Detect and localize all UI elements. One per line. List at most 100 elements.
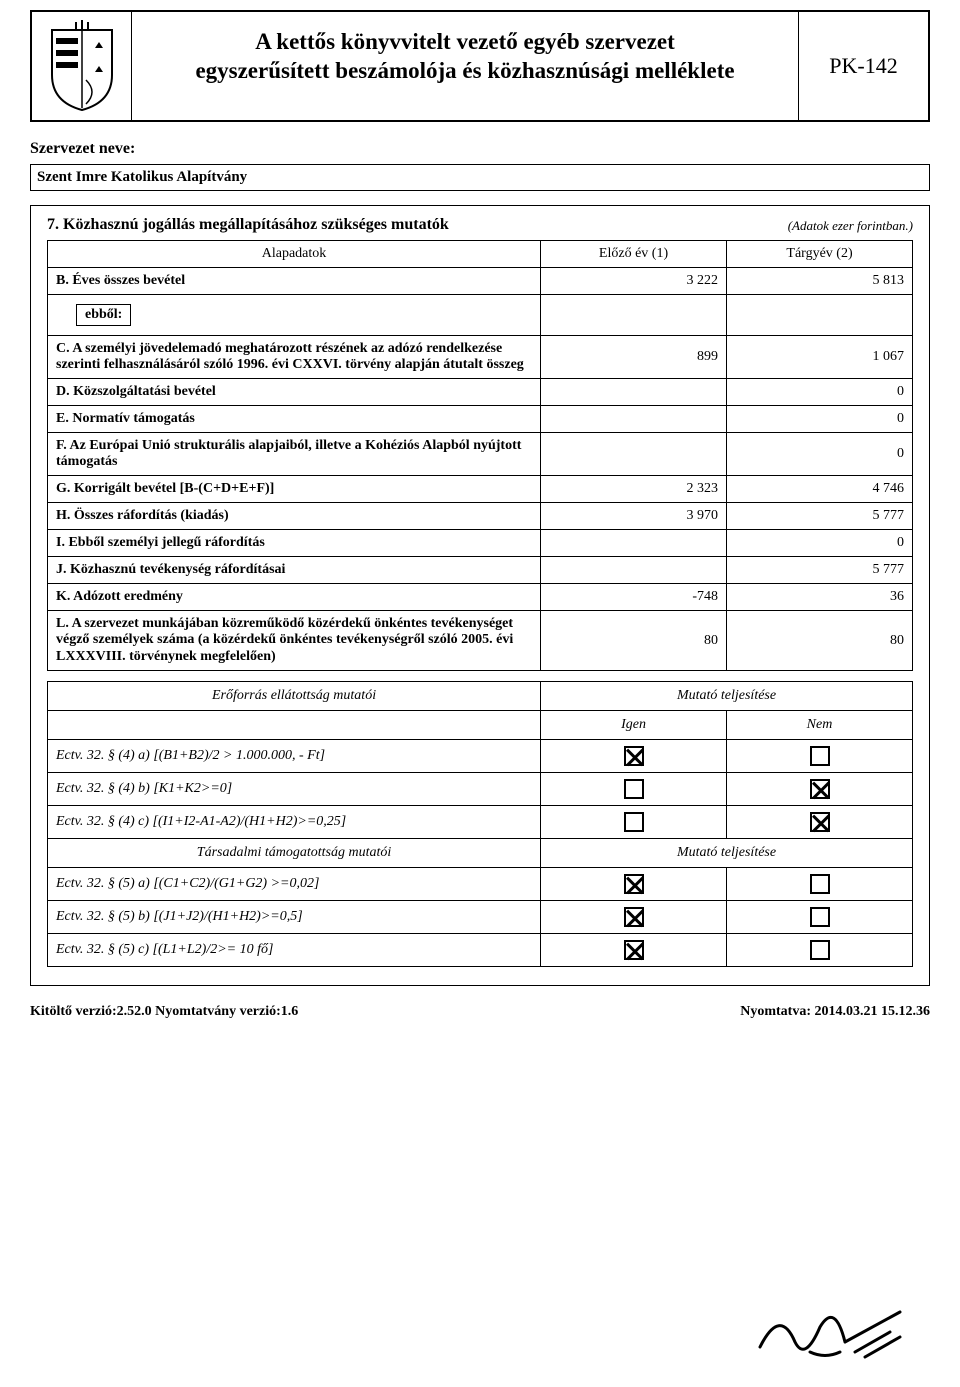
form-title: A kettős könyvvitelt vezető egyéb szerve… <box>132 12 798 120</box>
col-curr: Tárgyév (2) <box>727 241 913 268</box>
ind2-result-title: Mutató teljesítése <box>541 838 913 867</box>
row-E-curr: 0 <box>727 406 913 433</box>
footer-left: Kitöltő verzió:2.52.0 Nyomtatvány verzió… <box>30 1004 298 1020</box>
row-ebbol: ebből: <box>48 295 913 336</box>
ind1-row-0-no[interactable] <box>810 746 830 766</box>
row-D-label: D. Közszolgáltatási bevétel <box>48 379 541 406</box>
row-L-curr: 80 <box>727 611 913 670</box>
row-F-label: F. Az Európai Unió strukturális alapjaib… <box>48 433 541 476</box>
section-header-row: 7. Közhasznú jogállás megállapításához s… <box>47 216 913 234</box>
row-F-prev <box>541 433 727 476</box>
ind2-row-2-yes[interactable] <box>624 940 644 960</box>
row-B: B. Éves összes bevétel 3 222 5 813 <box>48 268 913 295</box>
col-prev: Előző év (1) <box>541 241 727 268</box>
ind1-row-1-label: Ectv. 32. § (4) b) [K1+K2>=0] <box>48 772 541 805</box>
ind1-row-2-yes[interactable] <box>624 812 644 832</box>
ind1-row-0: Ectv. 32. § (4) a) [(B1+B2)/2 > 1.000.00… <box>48 739 913 772</box>
row-F: F. Az Európai Unió strukturális alapjaib… <box>48 433 913 476</box>
crest-cell <box>32 12 132 120</box>
row-I-label: I. Ebből személyi jellegű ráfordítás <box>48 530 541 557</box>
ind1-no-head: Nem <box>727 710 913 739</box>
col-base: Alapadatok <box>48 241 541 268</box>
ind2-row-0: Ectv. 32. § (5) a) [(C1+C2)/(G1+G2) >=0,… <box>48 867 913 900</box>
row-H-label: H. Összes ráfordítás (kiadás) <box>48 503 541 530</box>
row-C-curr: 1 067 <box>727 336 913 379</box>
ind1-row-1: Ectv. 32. § (4) b) [K1+K2>=0] <box>48 772 913 805</box>
row-H-prev: 3 970 <box>541 503 727 530</box>
ind2-row-1-label: Ectv. 32. § (5) b) [(J1+J2)/(H1+H2)>=0,5… <box>48 900 541 933</box>
ind1-yesno-header: Igen Nem <box>48 710 913 739</box>
ind1-row-1-no[interactable] <box>810 779 830 799</box>
row-L-prev: 80 <box>541 611 727 670</box>
ind2-group-header: Társadalmi támogatottság mutatói Mutató … <box>48 838 913 867</box>
row-G-prev: 2 323 <box>541 476 727 503</box>
row-H-curr: 5 777 <box>727 503 913 530</box>
row-B-curr: 5 813 <box>727 268 913 295</box>
row-C: C. A személyi jövedelemadó meghatározott… <box>48 336 913 379</box>
row-D-prev <box>541 379 727 406</box>
ind1-row-0-yes[interactable] <box>624 746 644 766</box>
title-line-1: A kettős könyvvitelt vezető egyéb szerve… <box>140 28 790 57</box>
row-J-prev <box>541 557 727 584</box>
resource-indicators-table: Erőforrás ellátottság mutatói Mutató tel… <box>47 681 913 967</box>
section-7: 7. Közhasznú jogállás megállapításához s… <box>30 205 930 986</box>
ind2-row-1-yes[interactable] <box>624 907 644 927</box>
title-line-2: egyszerűsített beszámolója és közhasznús… <box>140 57 790 86</box>
org-name-value: Szent Imre Katolikus Alapítvány <box>30 164 930 191</box>
org-name-label: Szervezet neve: <box>30 140 930 158</box>
footer: Kitöltő verzió:2.52.0 Nyomtatvány verzió… <box>30 1004 930 1020</box>
row-K-prev: -748 <box>541 584 727 611</box>
row-G-label: G. Korrigált bevétel [B-(C+D+E+F)] <box>48 476 541 503</box>
section-title: 7. Közhasznú jogállás megállapításához s… <box>47 216 449 234</box>
ind1-row-0-label: Ectv. 32. § (4) a) [(B1+B2)/2 > 1.000.00… <box>48 739 541 772</box>
row-K-curr: 36 <box>727 584 913 611</box>
unit-note: (Adatok ezer forintban.) <box>788 218 913 234</box>
table-header-row: Alapadatok Előző év (1) Tárgyév (2) <box>48 241 913 268</box>
row-C-prev: 899 <box>541 336 727 379</box>
row-J: J. Közhasznú tevékenység ráfordításai 5 … <box>48 557 913 584</box>
ind2-row-2: Ectv. 32. § (5) c) [(L1+L2)/2>= 10 fő] <box>48 933 913 966</box>
ind1-group-header: Erőforrás ellátottság mutatói Mutató tel… <box>48 681 913 710</box>
ind2-row-2-label: Ectv. 32. § (5) c) [(L1+L2)/2>= 10 fő] <box>48 933 541 966</box>
row-G-curr: 4 746 <box>727 476 913 503</box>
ind1-result-title: Mutató teljesítése <box>541 681 913 710</box>
ind1-title: Erőforrás ellátottság mutatói <box>48 681 541 710</box>
signature-icon <box>750 1297 910 1367</box>
ind2-row-0-no[interactable] <box>810 874 830 894</box>
row-C-label: C. A személyi jövedelemadó meghatározott… <box>48 336 541 379</box>
row-I-curr: 0 <box>727 530 913 557</box>
row-E-prev <box>541 406 727 433</box>
row-J-label: J. Közhasznú tevékenység ráfordításai <box>48 557 541 584</box>
coat-of-arms-icon <box>46 20 118 112</box>
row-I-prev <box>541 530 727 557</box>
ind2-row-0-label: Ectv. 32. § (5) a) [(C1+C2)/(G1+G2) >=0,… <box>48 867 541 900</box>
row-K-label: K. Adózott eredmény <box>48 584 541 611</box>
ind1-row-2: Ectv. 32. § (4) c) [(I1+I2-A1-A2)/(H1+H2… <box>48 805 913 838</box>
row-L-label: L. A szervezet munkájában közreműködő kö… <box>48 611 541 670</box>
form-code: PK-142 <box>798 12 928 120</box>
ind2-row-2-no[interactable] <box>810 940 830 960</box>
row-G: G. Korrigált bevétel [B-(C+D+E+F)] 2 323… <box>48 476 913 503</box>
footer-right: Nyomtatva: 2014.03.21 15.12.36 <box>740 1004 930 1020</box>
ind1-yes-head: Igen <box>541 710 727 739</box>
row-J-curr: 5 777 <box>727 557 913 584</box>
row-F-curr: 0 <box>727 433 913 476</box>
ind1-row-2-no[interactable] <box>810 812 830 832</box>
row-B-prev: 3 222 <box>541 268 727 295</box>
row-D-curr: 0 <box>727 379 913 406</box>
row-L: L. A szervezet munkájában közreműködő kö… <box>48 611 913 670</box>
ind2-row-1-no[interactable] <box>810 907 830 927</box>
row-B-label: B. Éves összes bevétel <box>48 268 541 295</box>
ind2-row-0-yes[interactable] <box>624 874 644 894</box>
ebbol-label: ebből: <box>76 304 131 326</box>
ind1-row-1-yes[interactable] <box>624 779 644 799</box>
ind2-row-1: Ectv. 32. § (5) b) [(J1+J2)/(H1+H2)>=0,5… <box>48 900 913 933</box>
form-header: A kettős könyvvitelt vezető egyéb szerve… <box>30 10 930 122</box>
row-H: H. Összes ráfordítás (kiadás) 3 970 5 77… <box>48 503 913 530</box>
row-E-label: E. Normatív támogatás <box>48 406 541 433</box>
row-K: K. Adózott eredmény -748 36 <box>48 584 913 611</box>
ind1-row-2-label: Ectv. 32. § (4) c) [(I1+I2-A1-A2)/(H1+H2… <box>48 805 541 838</box>
ind2-title: Társadalmi támogatottság mutatói <box>48 838 541 867</box>
row-I: I. Ebből személyi jellegű ráfordítás 0 <box>48 530 913 557</box>
row-D: D. Közszolgáltatási bevétel 0 <box>48 379 913 406</box>
